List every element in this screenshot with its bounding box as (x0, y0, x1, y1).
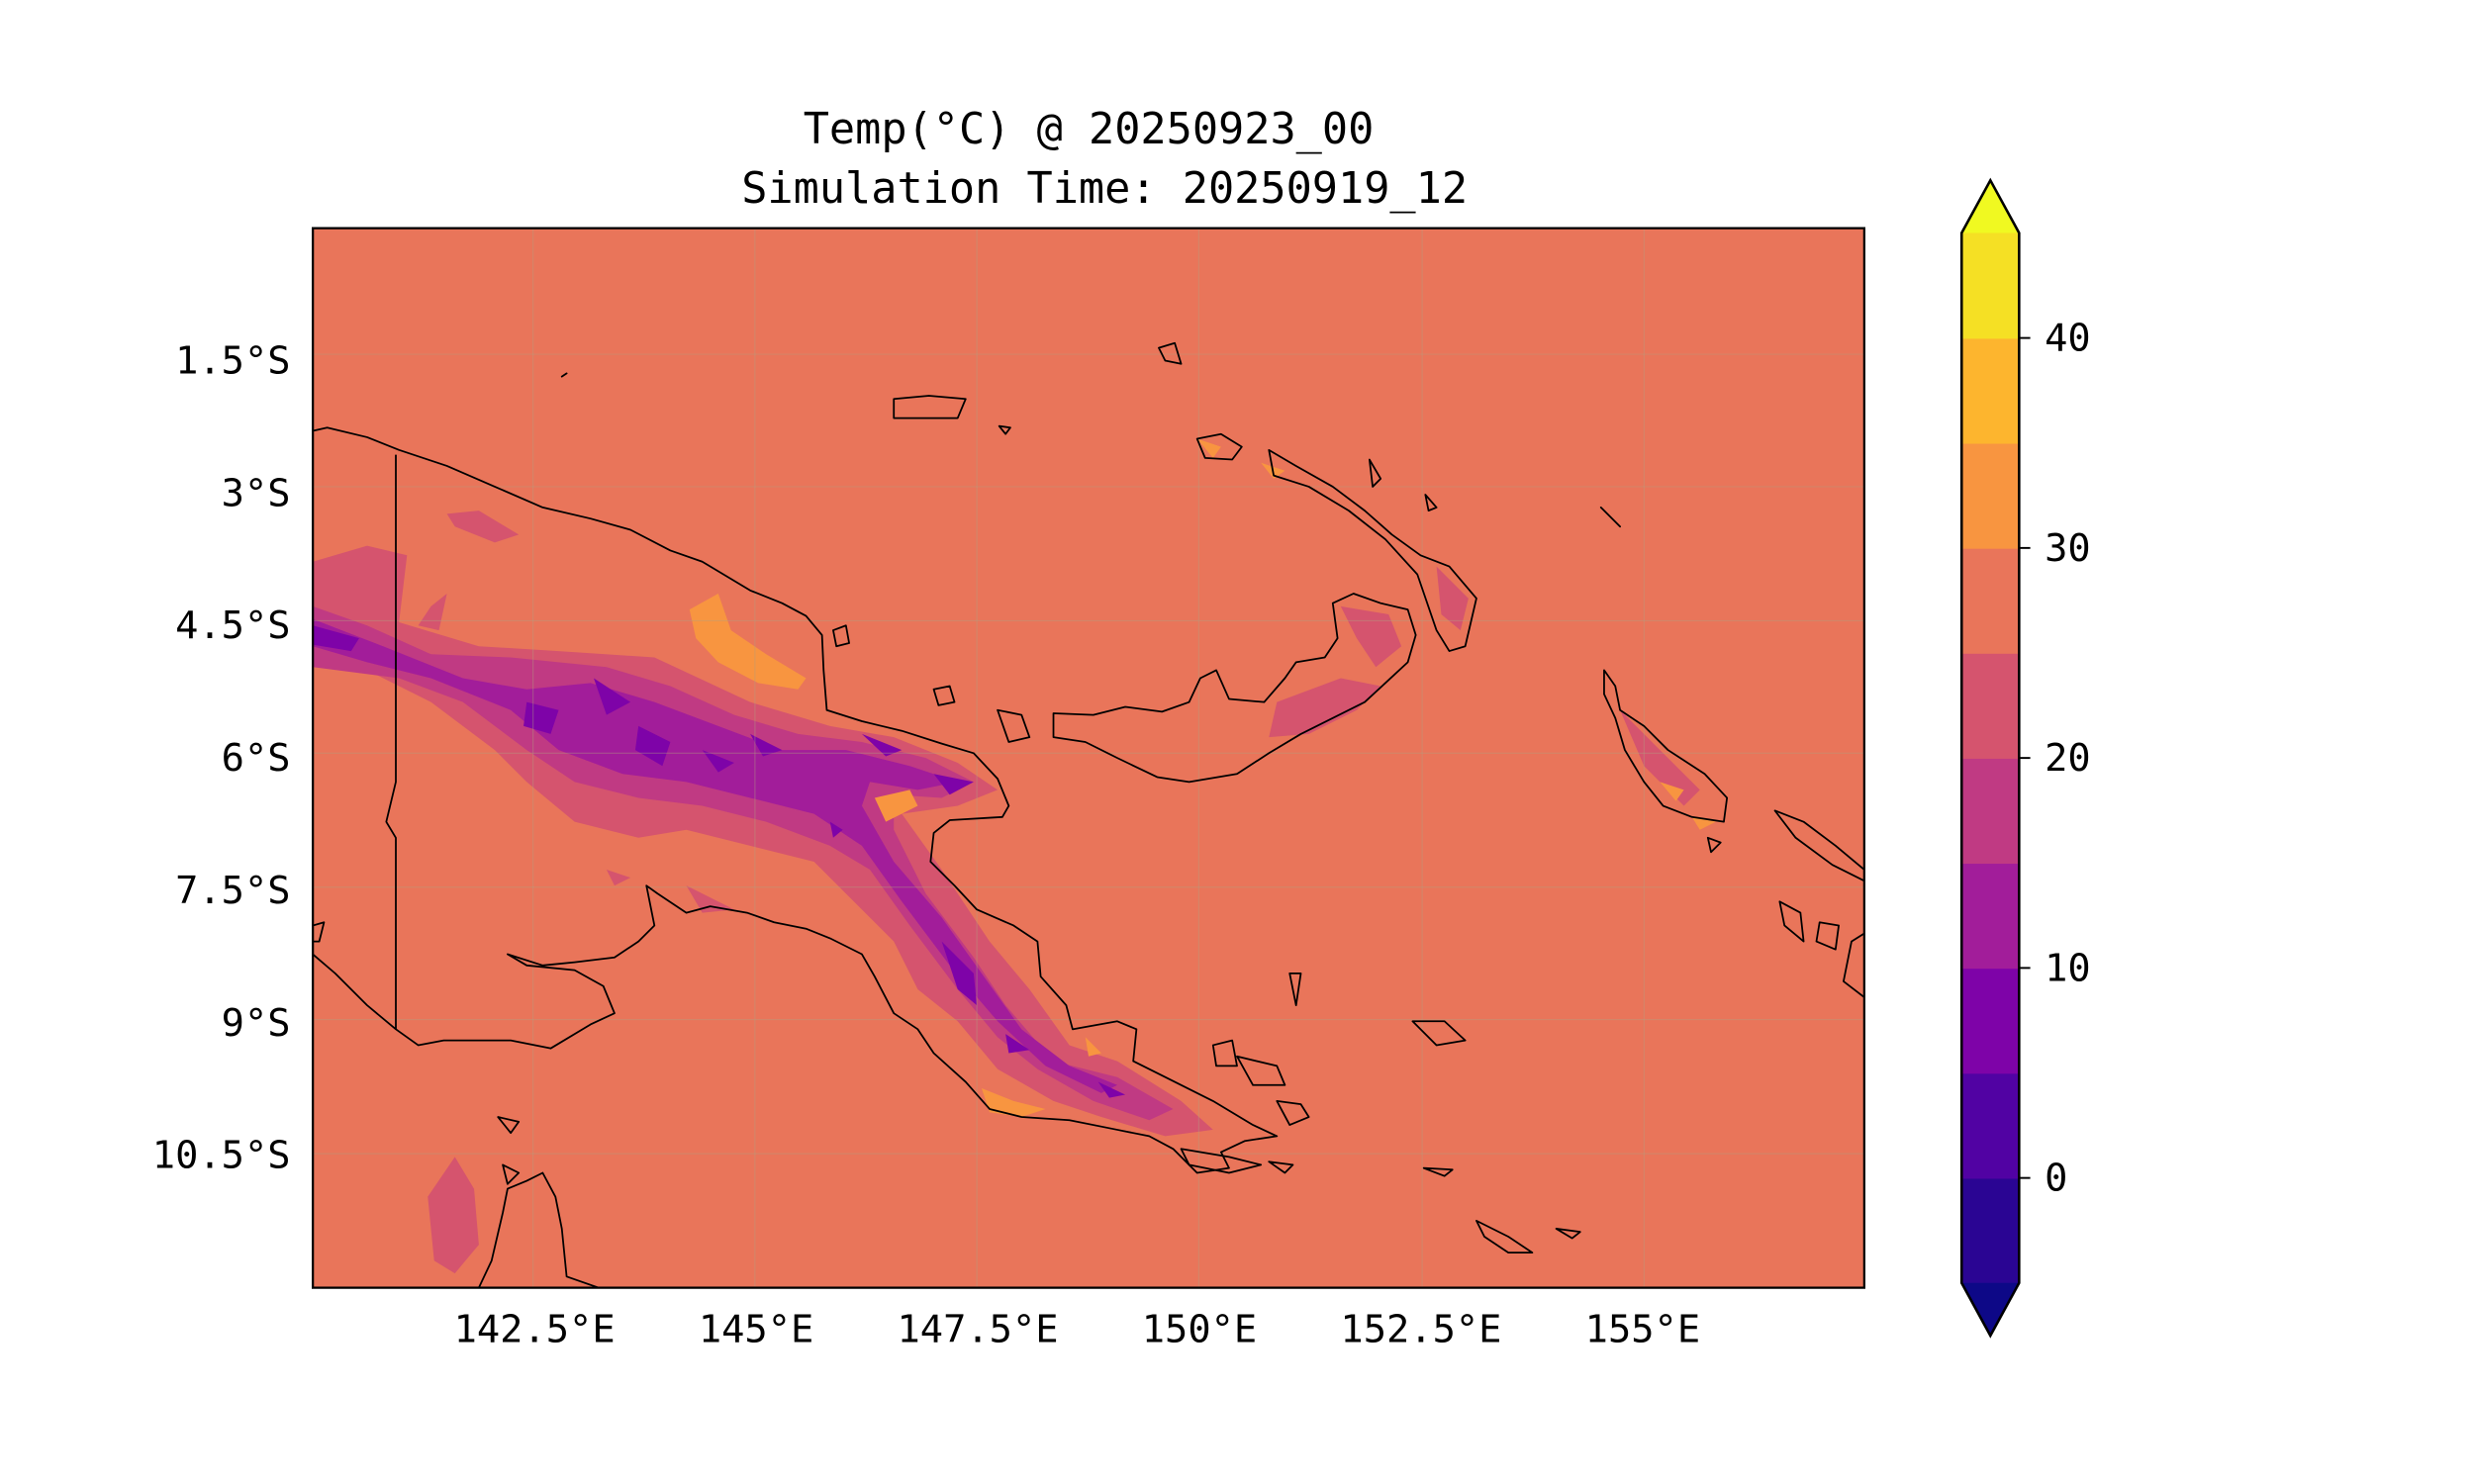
chart-subtitle: Simulation Time: 20250919_12 (741, 164, 1468, 214)
map-frame (312, 227, 1865, 1289)
x-tick-label: 142.5°E (454, 1307, 616, 1351)
australia-coast (478, 1171, 600, 1288)
colorbar-tick-label: 30 (2045, 526, 2091, 571)
colorbar-segment (1961, 442, 2020, 549)
colorbar-segment (1961, 758, 2020, 865)
colorbar-tick-label: 10 (2045, 946, 2091, 990)
contour-5-10 (313, 625, 1126, 1098)
border-line (385, 454, 397, 1030)
new-hanover-coast (1195, 432, 1243, 461)
y-tick-label: 10.5°S (152, 1134, 291, 1178)
colorbar-tick-label: 40 (2045, 317, 2091, 361)
west-coast-fragment (313, 921, 326, 943)
contour-10-15 (313, 618, 1118, 1093)
colorbar-segment (1961, 653, 2020, 759)
solomon-coast (1773, 809, 1864, 998)
new-guinea-coast (313, 426, 1279, 1174)
colorbar-tick-label: 20 (2045, 736, 2091, 781)
x-tick-label: 145°E (699, 1307, 813, 1351)
islands-coast (497, 341, 1722, 1254)
contour-30-35 (689, 438, 1716, 1118)
x-axis-ticks: 142.5°E 145°E 147.5°E 150°E 152.5°E 155°E (454, 1307, 1701, 1351)
x-tick-label: 152.5°E (1340, 1307, 1501, 1351)
map-axes (313, 228, 1864, 1288)
y-tick-label: 4.5°S (175, 603, 290, 648)
chart-title: Temp(°C) @ 20250923_00 (804, 105, 1375, 154)
colorbar-outline (1959, 177, 2021, 1339)
colorbar-segment (1961, 232, 2020, 339)
new-ireland-coast (1268, 448, 1477, 652)
x-tick-label: 147.5°E (897, 1307, 1058, 1351)
contour-15-20 (313, 605, 1174, 1121)
manus-coast (893, 395, 967, 419)
y-tick-label: 6°S (222, 736, 291, 781)
colorbar-segment (1961, 1072, 2020, 1179)
colorbar-tick-label: 0 (2045, 1157, 2067, 1201)
coastlines (313, 341, 1864, 1288)
colorbar-extend-over (1961, 180, 2020, 233)
colorbar-segment (1961, 968, 2020, 1074)
gridlines (313, 228, 1864, 1288)
y-tick-label: 7.5°S (175, 869, 290, 913)
bougainville-coast (1603, 669, 1729, 823)
x-tick-label: 150°E (1142, 1307, 1257, 1351)
y-tick-label: 1.5°S (175, 338, 290, 383)
colorbar-extend-under (1961, 1282, 2020, 1336)
y-tick-label: 9°S (222, 1001, 291, 1046)
colorbar-segment (1961, 863, 2020, 970)
colorbar-segment (1961, 547, 2020, 654)
colorbar-segment (1961, 1177, 2020, 1284)
colorbar: 0 10 20 30 40 (1959, 177, 2091, 1339)
y-tick-label: 3°S (222, 471, 291, 515)
y-axis-ticks: 1.5°S 3°S 4.5°S 6°S 7.5°S 9°S 10.5°S (152, 338, 291, 1177)
x-tick-label: 155°E (1585, 1307, 1700, 1351)
colorbar-segment (1961, 337, 2020, 444)
new-britain-coast (1052, 593, 1417, 784)
